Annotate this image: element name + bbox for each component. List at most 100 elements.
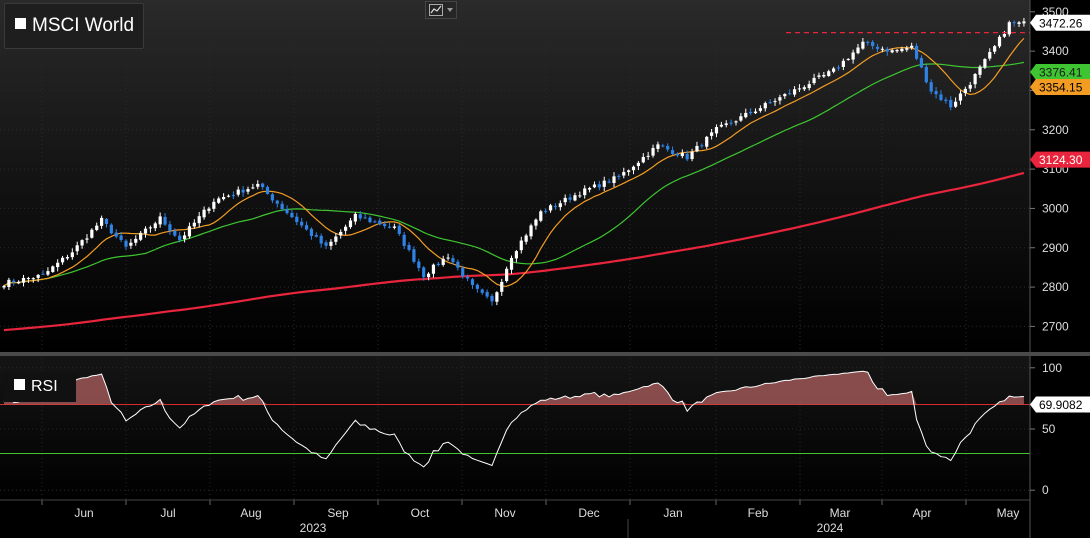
rsi-tick-label: 50 xyxy=(1042,422,1056,436)
candle-body xyxy=(558,203,562,208)
rsi-panel-background xyxy=(0,356,1030,500)
candle-body xyxy=(856,47,860,54)
candle-body xyxy=(119,235,123,240)
candle-body xyxy=(21,277,26,283)
candle-body xyxy=(861,41,865,49)
legend-title: RSI xyxy=(31,378,58,395)
candle-body xyxy=(168,224,172,231)
candle-body xyxy=(231,195,235,197)
candle-body xyxy=(470,279,475,285)
candle-body xyxy=(788,93,792,95)
candle-body xyxy=(597,184,601,188)
month-label: Sep xyxy=(327,506,349,520)
candle-body xyxy=(70,252,74,258)
candle-body xyxy=(919,58,924,68)
month-label: Dec xyxy=(578,506,599,520)
candle-body xyxy=(109,224,113,234)
candle-body xyxy=(358,214,362,219)
candle-body xyxy=(812,77,816,84)
tag-label: 3354.15 xyxy=(1039,81,1083,95)
candle-body xyxy=(485,291,489,297)
candle-body xyxy=(1012,22,1016,24)
candle-body xyxy=(944,99,948,102)
tag-price: 3472.26 xyxy=(1030,14,1090,31)
legend-rsi[interactable]: RSI xyxy=(4,372,76,402)
candle-body xyxy=(436,263,440,266)
candle-body xyxy=(807,84,811,89)
candle-body xyxy=(212,201,216,209)
candle-body xyxy=(631,166,636,171)
candles[interactable] xyxy=(2,17,1026,306)
panel-resize-handle[interactable] xyxy=(536,352,552,357)
candle-body xyxy=(978,66,982,75)
candle-body xyxy=(46,271,50,275)
tag-long-ma: 3124.30 xyxy=(1030,151,1090,168)
candle-body xyxy=(670,150,675,154)
candle-body xyxy=(880,48,884,50)
candle-body xyxy=(56,262,60,268)
candle-body xyxy=(207,208,211,211)
candle-body xyxy=(309,228,314,236)
candle-body xyxy=(265,186,270,194)
candle-body xyxy=(285,208,289,214)
candle-body xyxy=(143,228,148,234)
candle-body xyxy=(378,220,382,225)
panel-divider[interactable] xyxy=(0,352,1090,356)
candle-body xyxy=(612,176,616,184)
candle-body xyxy=(148,227,152,229)
candle-body xyxy=(241,189,245,193)
candle-body xyxy=(344,226,348,231)
chart-type-button[interactable] xyxy=(425,1,457,19)
candle-body xyxy=(534,219,538,226)
candle-body xyxy=(256,183,260,187)
price-axis-ticks: 270028002900300031003200330034003500 xyxy=(1030,5,1069,333)
candle-body xyxy=(182,235,187,240)
candle-body xyxy=(685,153,689,160)
candle-body xyxy=(202,209,206,218)
candle-body xyxy=(158,216,162,225)
candle-body xyxy=(949,99,953,108)
candle-body xyxy=(505,268,509,282)
candle-body xyxy=(412,249,416,262)
candle-body xyxy=(475,284,479,289)
candle-body xyxy=(222,197,226,200)
legend-title: MSCI World xyxy=(32,15,135,36)
candle-body xyxy=(290,212,294,218)
candle-body xyxy=(578,195,582,197)
candle-body xyxy=(607,181,611,183)
candle-body xyxy=(988,52,992,59)
candle-body xyxy=(100,217,104,226)
candle-body xyxy=(822,74,826,77)
candle-body xyxy=(319,235,323,244)
candle-body xyxy=(173,230,177,236)
candle-body xyxy=(690,151,694,160)
candle-body xyxy=(275,200,279,204)
line-chart-icon xyxy=(429,4,443,16)
candle-body xyxy=(314,235,318,237)
candle-body xyxy=(461,267,465,277)
legend-square-icon xyxy=(14,379,25,391)
month-label: Jan xyxy=(663,506,682,520)
month-label: Jul xyxy=(160,506,175,520)
candle-body xyxy=(705,136,709,147)
candle-body xyxy=(85,238,89,240)
candle-body xyxy=(875,46,880,49)
legend-msci-world[interactable]: MSCI World xyxy=(4,3,144,49)
candle-body xyxy=(666,146,670,150)
candle-body xyxy=(627,170,631,172)
candle-body xyxy=(1002,34,1006,37)
candle-body xyxy=(739,116,743,121)
candle-body xyxy=(7,279,11,287)
candle-body xyxy=(387,226,392,228)
candle-body xyxy=(31,278,35,280)
legend-square-icon xyxy=(15,18,26,30)
candle-body xyxy=(680,153,684,157)
candle-body xyxy=(836,67,841,69)
candle-body xyxy=(36,274,40,278)
candle-body xyxy=(963,88,967,94)
tag-label: 69.9082 xyxy=(1039,398,1083,412)
candle-body xyxy=(80,240,84,246)
candle-body xyxy=(617,175,621,177)
candle-body xyxy=(466,276,470,279)
